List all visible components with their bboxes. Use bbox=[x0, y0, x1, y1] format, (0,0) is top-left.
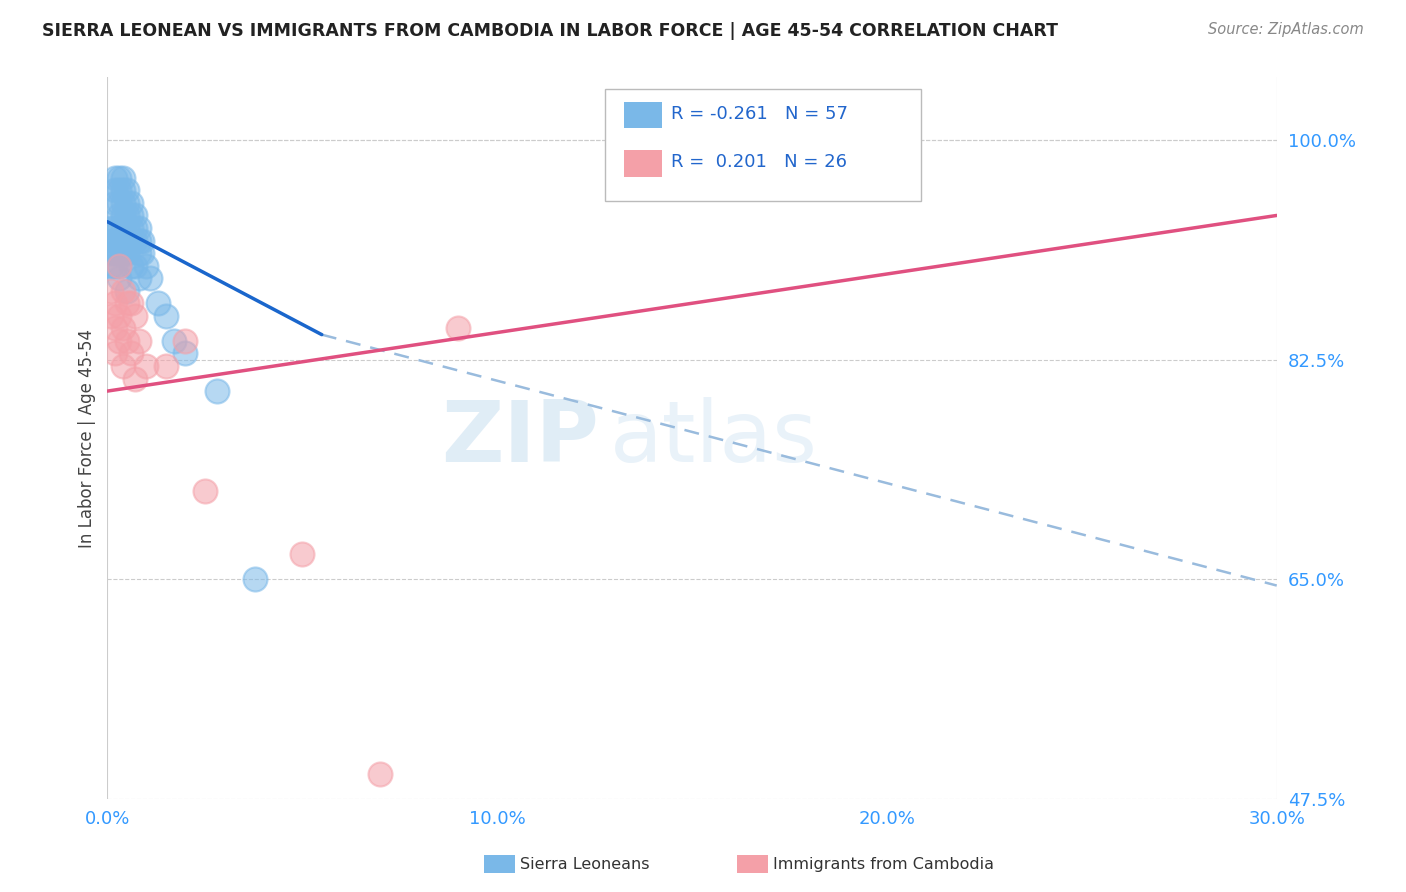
Point bbox=[108, 271, 131, 285]
Text: Source: ZipAtlas.com: Source: ZipAtlas.com bbox=[1208, 22, 1364, 37]
Point bbox=[124, 221, 146, 235]
Point bbox=[447, 321, 470, 335]
Text: ZIP: ZIP bbox=[440, 397, 599, 480]
Point bbox=[115, 246, 138, 260]
Point bbox=[155, 309, 177, 323]
Point bbox=[124, 209, 146, 223]
Point bbox=[111, 234, 134, 248]
Point bbox=[245, 572, 267, 586]
Point bbox=[120, 296, 142, 310]
Point bbox=[115, 183, 138, 197]
Point bbox=[108, 221, 131, 235]
Point bbox=[108, 195, 131, 210]
Point bbox=[155, 359, 177, 373]
Text: R = -0.261   N = 57: R = -0.261 N = 57 bbox=[671, 105, 848, 123]
Point bbox=[120, 221, 142, 235]
Point bbox=[108, 234, 131, 248]
Point bbox=[124, 371, 146, 385]
Point bbox=[174, 346, 197, 360]
Point bbox=[108, 334, 131, 348]
Point bbox=[115, 284, 138, 298]
Point bbox=[120, 195, 142, 210]
Point bbox=[128, 271, 150, 285]
Point bbox=[100, 309, 122, 323]
Point bbox=[174, 334, 197, 348]
Point bbox=[108, 309, 131, 323]
Point bbox=[104, 259, 127, 273]
Point bbox=[205, 384, 228, 398]
Point bbox=[135, 359, 157, 373]
Point bbox=[108, 246, 131, 260]
Point bbox=[128, 221, 150, 235]
Point bbox=[368, 766, 391, 780]
Point bbox=[108, 209, 131, 223]
Point bbox=[115, 209, 138, 223]
Point bbox=[115, 334, 138, 348]
Point bbox=[111, 209, 134, 223]
Point bbox=[131, 234, 153, 248]
Point bbox=[104, 170, 127, 185]
Point bbox=[104, 221, 127, 235]
Text: SIERRA LEONEAN VS IMMIGRANTS FROM CAMBODIA IN LABOR FORCE | AGE 45-54 CORRELATIO: SIERRA LEONEAN VS IMMIGRANTS FROM CAMBOD… bbox=[42, 22, 1059, 40]
Point bbox=[291, 547, 314, 561]
Point bbox=[100, 234, 122, 248]
Point bbox=[128, 334, 150, 348]
Point bbox=[108, 183, 131, 197]
Point bbox=[115, 296, 138, 310]
Point bbox=[111, 359, 134, 373]
Point bbox=[104, 346, 127, 360]
Point bbox=[111, 195, 134, 210]
Point bbox=[104, 234, 127, 248]
Point bbox=[120, 234, 142, 248]
Point bbox=[124, 259, 146, 273]
Point bbox=[100, 259, 122, 273]
Point bbox=[108, 259, 131, 273]
Point bbox=[124, 234, 146, 248]
Text: atlas: atlas bbox=[610, 397, 818, 480]
Point bbox=[135, 259, 157, 273]
Point bbox=[128, 234, 150, 248]
Point bbox=[115, 221, 138, 235]
Point bbox=[146, 296, 169, 310]
Point bbox=[131, 246, 153, 260]
Point bbox=[120, 346, 142, 360]
Point bbox=[120, 259, 142, 273]
Point bbox=[111, 246, 134, 260]
Text: Sierra Leoneans: Sierra Leoneans bbox=[520, 857, 650, 871]
Point bbox=[111, 221, 134, 235]
Point bbox=[111, 183, 134, 197]
Point bbox=[128, 246, 150, 260]
Point bbox=[100, 246, 122, 260]
Point bbox=[111, 321, 134, 335]
Point bbox=[104, 246, 127, 260]
Point bbox=[163, 334, 186, 348]
Y-axis label: In Labor Force | Age 45-54: In Labor Force | Age 45-54 bbox=[79, 328, 96, 548]
Point bbox=[104, 183, 127, 197]
Point bbox=[100, 221, 122, 235]
Point bbox=[111, 284, 134, 298]
Point bbox=[115, 234, 138, 248]
Text: R =  0.201   N = 26: R = 0.201 N = 26 bbox=[671, 153, 846, 171]
Text: Immigrants from Cambodia: Immigrants from Cambodia bbox=[773, 857, 994, 871]
Point bbox=[108, 170, 131, 185]
Point bbox=[124, 309, 146, 323]
Point bbox=[120, 209, 142, 223]
Point bbox=[108, 259, 131, 273]
Point bbox=[100, 284, 122, 298]
Point bbox=[139, 271, 162, 285]
Point bbox=[194, 484, 217, 499]
Point bbox=[111, 170, 134, 185]
Point bbox=[104, 195, 127, 210]
Point bbox=[104, 296, 127, 310]
Point bbox=[115, 195, 138, 210]
Point bbox=[104, 321, 127, 335]
